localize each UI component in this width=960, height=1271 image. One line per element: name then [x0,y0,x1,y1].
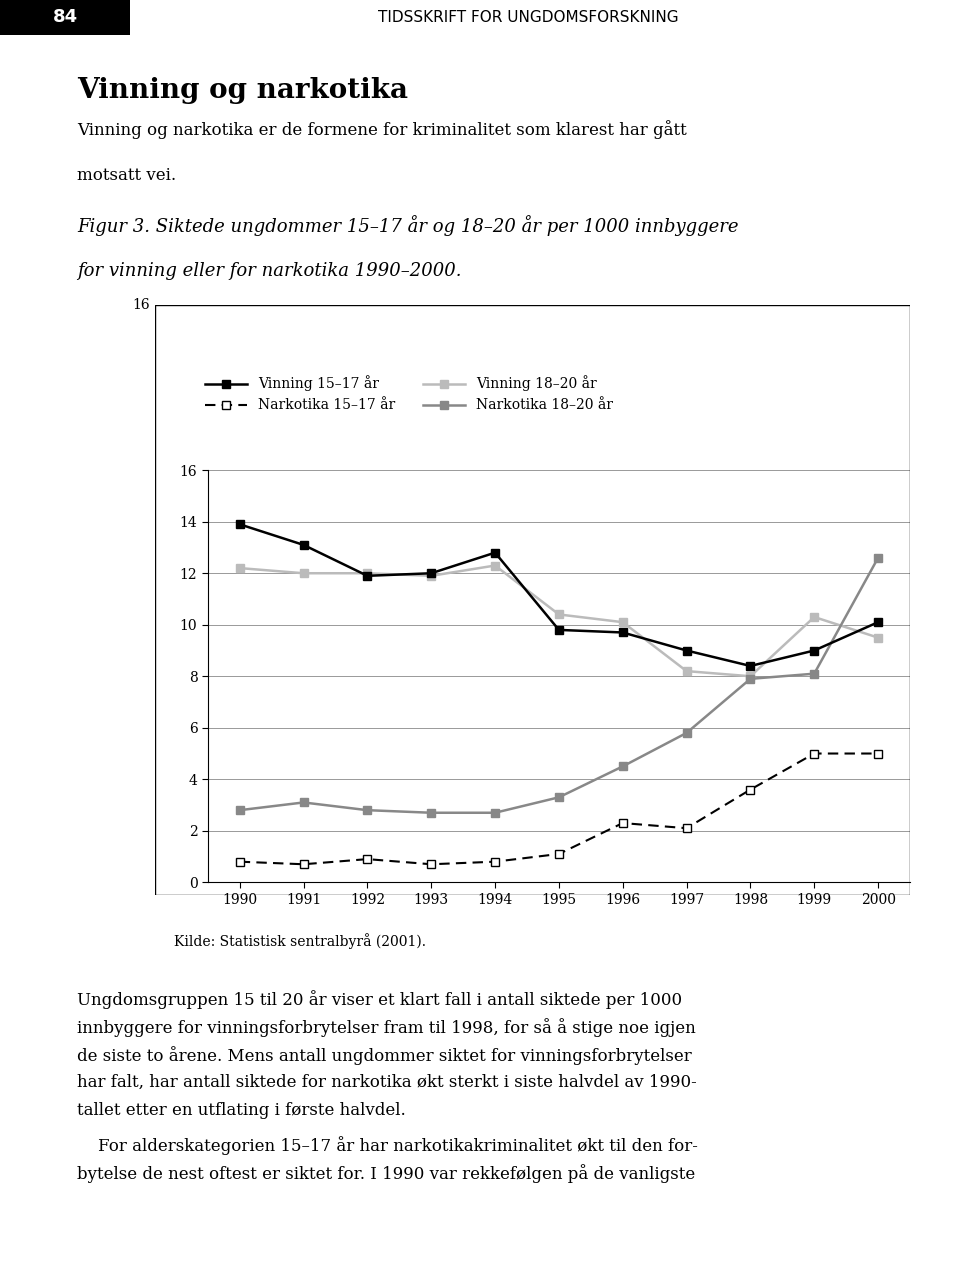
Text: 84: 84 [53,9,78,27]
Text: for vinning eller for narkotika 1990–2000.: for vinning eller for narkotika 1990–200… [77,262,462,280]
Text: bytelse de nest oftest er siktet for. I 1990 var rekkefølgen på de vanligste: bytelse de nest oftest er siktet for. I … [77,1164,695,1183]
Text: Kilde: Statistisk sentralbyrå (2001).: Kilde: Statistisk sentralbyrå (2001). [174,933,426,949]
Legend: Vinning 15–17 år, Narkotika 15–17 år, Vinning 18–20 år, Narkotika 18–20 år: Vinning 15–17 år, Narkotika 15–17 år, Vi… [200,370,618,418]
Text: innbyggere for vinningsforbrytelser fram til 1998, for så å stige noe igjen: innbyggere for vinningsforbrytelser fram… [77,1018,696,1037]
Text: har falt, har antall siktede for narkotika økt sterkt i siste halvdel av 1990-: har falt, har antall siktede for narkoti… [77,1074,697,1092]
Text: tallet etter en utflating i første halvdel.: tallet etter en utflating i første halvd… [77,1102,405,1120]
Text: TIDSSKRIFT FOR UNGDOMSFORSKNING: TIDSSKRIFT FOR UNGDOMSFORSKNING [377,10,679,25]
Text: 16: 16 [132,297,150,311]
Bar [0,0,130,36]
Text: For alderskategorien 15–17 år har narkotikakriminalitet økt til den for-: For alderskategorien 15–17 år har narkot… [77,1136,698,1155]
Text: de siste to årene. Mens antall ungdommer siktet for vinningsforbrytelser: de siste to årene. Mens antall ungdommer… [77,1046,691,1065]
Text: Ungdomsgruppen 15 til 20 år viser et klart fall i antall siktede per 1000: Ungdomsgruppen 15 til 20 år viser et kla… [77,990,682,1009]
Text: Vinning og narkotika: Vinning og narkotika [77,76,408,103]
Text: Vinning og narkotika er de formene for kriminalitet som klarest har gått: Vinning og narkotika er de formene for k… [77,119,686,139]
Text: motsatt vei.: motsatt vei. [77,167,176,184]
Text: Figur 3. Siktede ungdommer 15–17 år og 18–20 år per 1000 innbyggere: Figur 3. Siktede ungdommer 15–17 år og 1… [77,215,738,236]
